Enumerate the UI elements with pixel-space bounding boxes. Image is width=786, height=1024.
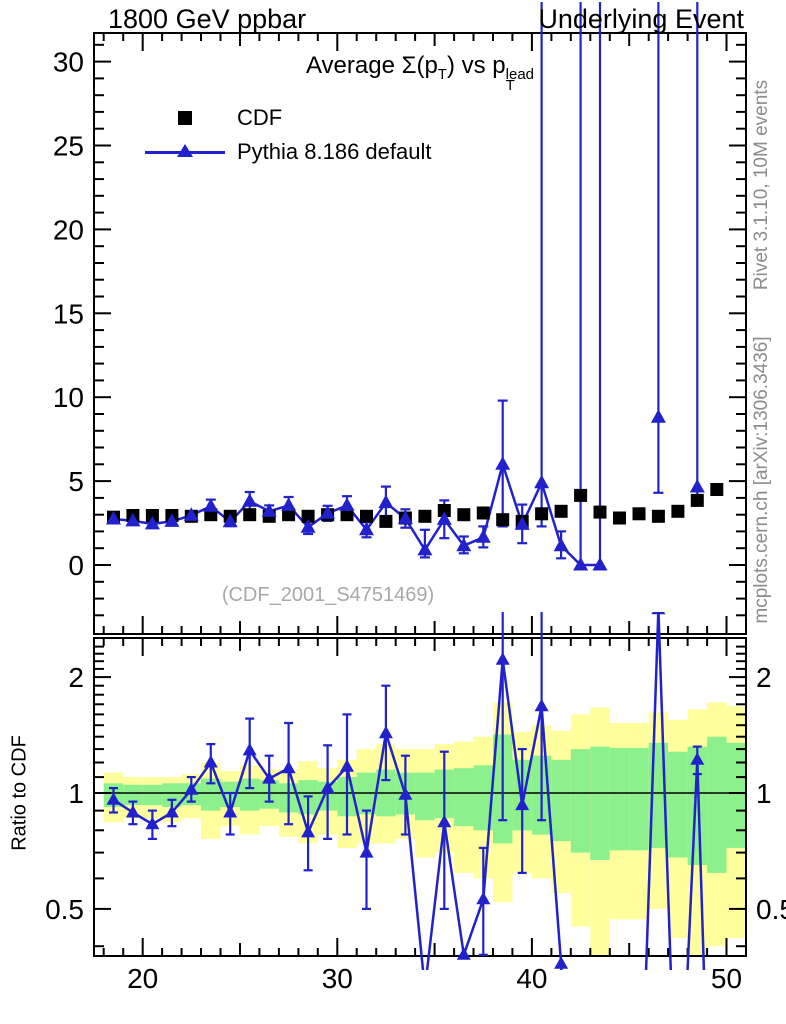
svg-text:10: 10 <box>53 382 84 413</box>
svg-text:20: 20 <box>127 963 158 994</box>
beam-title: 1800 GeV ppbar <box>108 4 307 34</box>
svg-text:25: 25 <box>53 131 84 162</box>
legend-entry-cdf: CDF <box>143 101 431 135</box>
ratio-axis-label: Ratio to CDF <box>8 735 31 851</box>
pythia-triangle-marker-icon <box>143 143 227 157</box>
svg-text:0.5: 0.5 <box>45 894 84 925</box>
svg-text:5: 5 <box>68 466 84 497</box>
plot-title: Average Σ(pT) vs p lead T <box>305 52 535 95</box>
svg-text:40: 40 <box>516 963 547 994</box>
svg-text:30: 30 <box>53 47 84 78</box>
svg-text:0.5: 0.5 <box>756 894 786 925</box>
svg-text:30: 30 <box>322 963 353 994</box>
svg-text:2: 2 <box>68 662 84 693</box>
svg-text:50: 50 <box>711 963 742 994</box>
svg-text:1: 1 <box>756 778 772 809</box>
legend: CDF Pythia 8.186 default <box>143 101 431 169</box>
svg-text:15: 15 <box>53 298 84 329</box>
svg-text:20: 20 <box>53 214 84 245</box>
svg-text:0: 0 <box>68 550 84 581</box>
cdf-square-marker-icon <box>143 111 227 125</box>
analysis-id-watermark: (CDF_2001_S4751469) <box>221 584 435 606</box>
svg-text:2: 2 <box>756 662 772 693</box>
mcplots-arxiv-label: mcplots.cern.ch [arXiv:1306.3436] <box>751 336 772 624</box>
legend-entry-pythia: Pythia 8.186 default <box>143 135 431 169</box>
legend-label-pythia: Pythia 8.186 default <box>237 139 432 164</box>
analysis-group-title: Underlying Event <box>538 4 744 34</box>
legend-label-cdf: CDF <box>237 105 283 130</box>
rivet-version-label: Rivet 3.1.10, 10M events <box>751 79 772 291</box>
svg-text:1: 1 <box>68 778 84 809</box>
